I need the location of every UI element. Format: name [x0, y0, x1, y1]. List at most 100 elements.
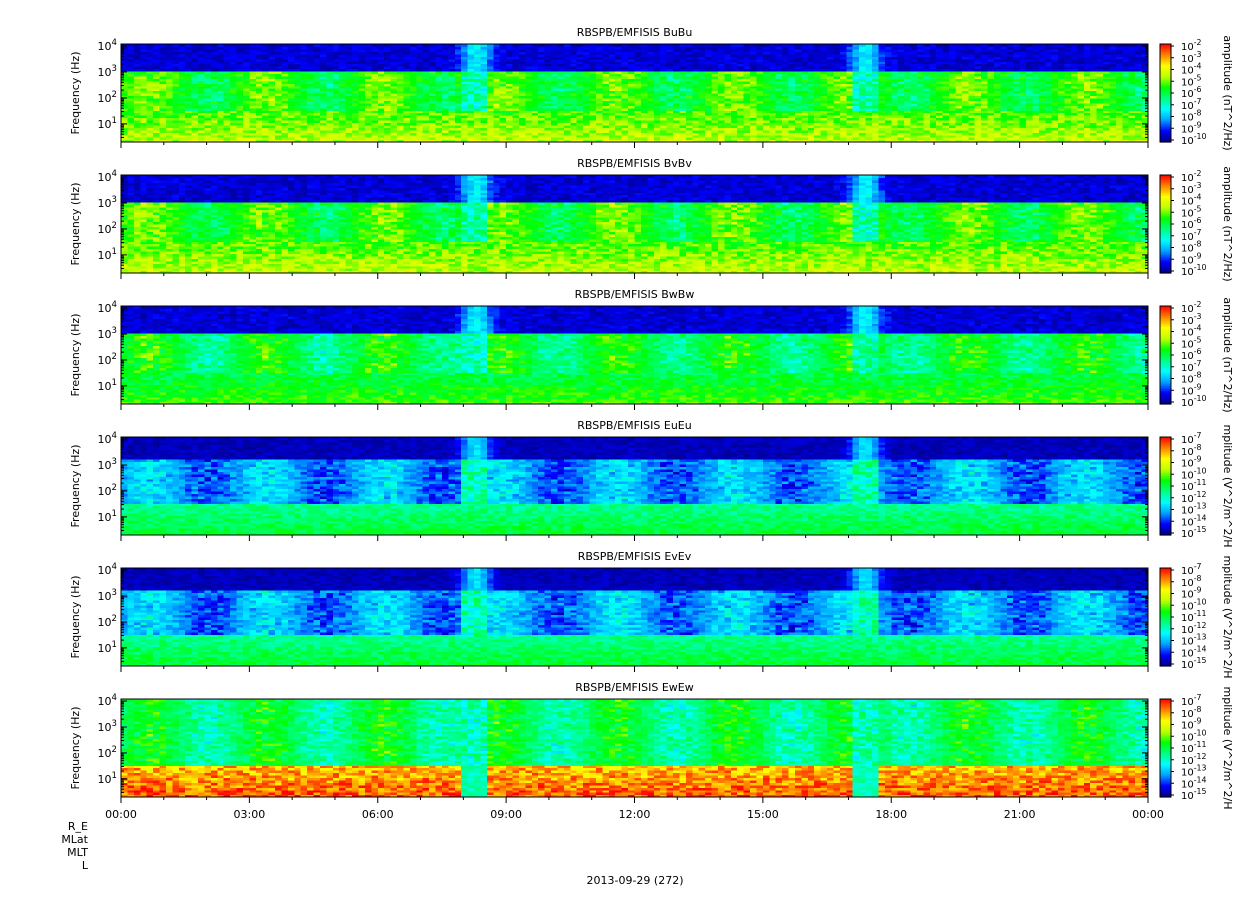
spectrogram-cell	[268, 56, 276, 60]
spectrogram-cell	[384, 44, 392, 48]
spectrogram-cell	[210, 63, 218, 67]
spectrogram-cell	[461, 68, 469, 72]
spectrogram-cell	[461, 85, 469, 89]
spectrogram-cell	[390, 63, 398, 67]
spectrogram-cell	[275, 115, 283, 119]
spectrogram-cell	[345, 85, 353, 89]
spectrogram-cell	[358, 122, 366, 126]
spectrogram-cell	[223, 88, 231, 92]
spectrogram-cell	[287, 117, 295, 121]
spectrogram-cell	[377, 129, 385, 133]
spectrogram-cell	[300, 102, 308, 106]
spectrogram-cell	[159, 56, 167, 60]
spectrogram-cell	[140, 75, 148, 79]
spectrogram-cell	[287, 80, 295, 84]
spectrogram-cell	[441, 83, 449, 87]
spectrogram-cell	[198, 58, 206, 62]
spectrogram-cell	[121, 90, 129, 94]
spectrogram-cell	[140, 78, 148, 82]
spectrogram-cell	[281, 139, 289, 143]
spectrogram-cell	[390, 122, 398, 126]
spectrogram-cell	[178, 93, 186, 97]
spectrogram-cell	[230, 95, 238, 99]
spectrogram-cell	[294, 124, 302, 128]
spectrogram-cell	[242, 134, 250, 138]
spectrogram-cell	[345, 58, 353, 62]
spectrogram-cell	[210, 129, 218, 133]
spectrogram-cell	[294, 112, 302, 116]
spectrogram-cell	[467, 119, 475, 123]
spectrogram-cell	[121, 75, 129, 79]
spectrogram-cell	[268, 75, 276, 79]
spectrogram-cell	[287, 58, 295, 62]
spectrogram-cell	[300, 48, 308, 52]
spectrogram-cell	[217, 58, 225, 62]
spectrogram-cell	[397, 93, 405, 97]
spectrogram-cell	[223, 95, 231, 99]
spectrogram-cell	[364, 56, 372, 60]
spectrogram-cell	[416, 88, 424, 92]
spectrogram-cell	[358, 119, 366, 123]
spectrogram-cell	[448, 90, 456, 94]
spectrogram-cell	[474, 129, 482, 133]
spectrogram-cell	[377, 61, 385, 65]
spectrogram-cell	[416, 66, 424, 70]
spectrogram-cell	[416, 132, 424, 136]
spectrogram-cell	[159, 53, 167, 57]
spectrogram-cell	[352, 44, 360, 48]
spectrogram-cell	[358, 51, 366, 55]
spectrogram-cell	[249, 78, 257, 82]
spectrogram-cell	[364, 90, 372, 94]
spectrogram-cell	[390, 61, 398, 65]
spectrogram-cell	[339, 107, 347, 111]
spectrogram-cell	[448, 132, 456, 136]
spectrogram-cell	[165, 53, 173, 57]
spectrogram-cell	[300, 75, 308, 79]
spectrogram-cell	[422, 137, 430, 141]
spectrogram-cell	[364, 119, 372, 123]
spectrogram-cell	[300, 66, 308, 70]
spectrogram-cell	[217, 80, 225, 84]
spectrogram-cell	[371, 124, 379, 128]
spectrogram-cell	[319, 73, 327, 77]
spectrogram-cell	[140, 88, 148, 92]
spectrogram-cell	[409, 75, 417, 79]
spectrogram-cell	[127, 80, 135, 84]
spectrogram-cell	[300, 137, 308, 141]
spectrogram-cell	[210, 119, 218, 123]
spectrogram-cell	[165, 97, 173, 101]
spectrogram-cell	[242, 90, 250, 94]
spectrogram-cell	[287, 137, 295, 141]
spectrogram-cell	[326, 66, 334, 70]
spectrogram-cell	[133, 56, 141, 60]
spectrogram-cell	[191, 117, 199, 121]
spectrogram-cell	[281, 129, 289, 133]
spectrogram-cell	[326, 115, 334, 119]
spectrogram-cell	[461, 75, 469, 79]
spectrogram-cell	[275, 88, 283, 92]
spectrogram-cell	[210, 115, 218, 119]
spectrogram-cell	[178, 48, 186, 52]
spectrogram-cell	[127, 58, 135, 62]
spectrogram-cell	[159, 137, 167, 141]
spectrogram-cell	[255, 61, 263, 65]
spectrogram-cell	[390, 44, 398, 48]
spectrogram-cell	[165, 48, 173, 52]
spectrogram-cell	[371, 122, 379, 126]
spectrogram-cell	[339, 58, 347, 62]
spectrogram-cell	[416, 122, 424, 126]
spectrogram-cell	[121, 44, 129, 48]
spectrogram-cell	[441, 73, 449, 77]
spectrogram-cell	[403, 122, 411, 126]
spectrogram-cell	[409, 117, 417, 121]
spectrogram-cell	[230, 102, 238, 106]
spectrogram-cell	[332, 97, 340, 101]
spectrogram-cell	[255, 117, 263, 121]
spectrogram-cell	[133, 51, 141, 55]
spectrogram-cell	[140, 66, 148, 70]
spectrogram-cell	[185, 115, 193, 119]
spectrogram-cell	[127, 70, 135, 74]
spectrogram-cell	[178, 95, 186, 99]
spectrogram-cell	[339, 134, 347, 138]
spectrogram-cell	[204, 68, 212, 72]
